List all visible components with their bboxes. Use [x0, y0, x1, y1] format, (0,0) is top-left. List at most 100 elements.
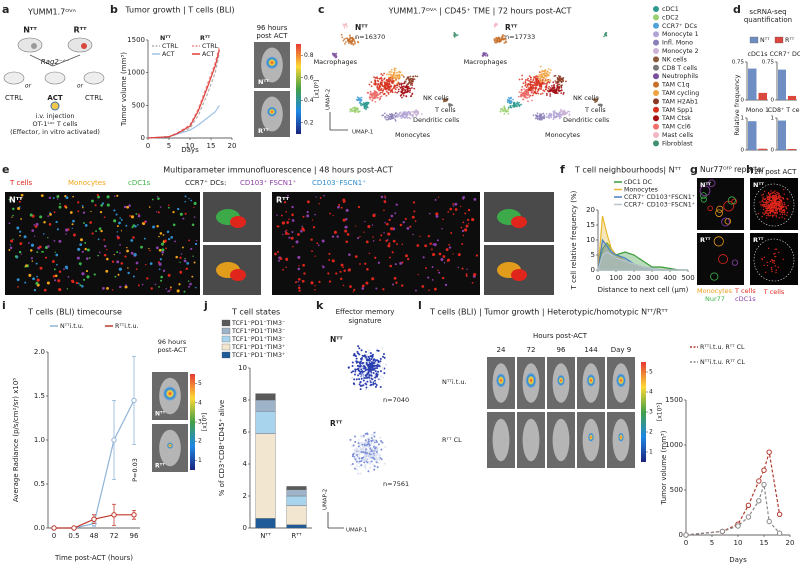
umap-dot	[387, 118, 390, 120]
cell-signal	[457, 266, 459, 269]
y-tick-label: 1000	[127, 69, 145, 77]
umap-dot	[535, 78, 538, 80]
cell-signal	[30, 257, 33, 260]
umap-dot	[389, 118, 392, 120]
umap-dot	[371, 380, 374, 383]
umap-dot	[553, 116, 555, 119]
umap-dot	[545, 85, 548, 88]
series-line	[597, 251, 688, 271]
umap-dot	[529, 85, 532, 88]
cell-signal	[771, 196, 774, 198]
x-tick-label: 10	[734, 539, 743, 547]
label: Day 9	[611, 346, 632, 354]
cell-signal	[766, 197, 768, 199]
umap-dot	[354, 451, 357, 454]
umap-dot	[369, 451, 372, 454]
umap-dot	[553, 86, 556, 89]
cell-signal	[388, 218, 391, 222]
cell-signal	[773, 214, 775, 216]
cell-signal	[35, 281, 39, 285]
umap-dot	[551, 85, 553, 87]
cell-signal	[156, 211, 158, 213]
cell-signal	[402, 221, 405, 224]
cell-signal	[780, 207, 782, 209]
umap-dot	[372, 96, 375, 99]
umap-dot	[448, 103, 450, 105]
cell-signal	[774, 198, 777, 200]
umap-dot	[520, 103, 523, 106]
cell-signal	[399, 261, 403, 265]
cell-signal	[757, 212, 760, 215]
cell-signal	[179, 261, 181, 264]
cell-signal	[277, 259, 280, 262]
umap-dot	[415, 114, 418, 117]
umap-dot	[595, 99, 598, 102]
cell-signal	[103, 253, 107, 257]
cell-signal	[317, 244, 320, 247]
legend-swatch	[221, 319, 231, 327]
cell-signal	[773, 260, 776, 262]
legend-label: Nᵀᵀi.t.u.	[60, 323, 84, 330]
umap-dot	[364, 350, 367, 353]
cell-signal	[183, 290, 186, 293]
umap-dot	[387, 91, 390, 94]
umap-dot	[382, 376, 385, 379]
cell-signal	[389, 264, 392, 268]
cell-signal	[88, 257, 91, 259]
legend-label: NK cells	[662, 56, 687, 63]
cell-signal	[143, 237, 146, 240]
umap-dot	[372, 383, 375, 386]
cell-render	[230, 216, 246, 228]
cell-signal	[91, 199, 94, 203]
umap-dot	[402, 82, 404, 85]
umap-dot	[373, 79, 376, 82]
y-tick-label: 4	[243, 460, 248, 468]
y-axis-label: Tumor volume (mm³)	[660, 430, 668, 505]
cell-signal	[291, 205, 294, 209]
umap-dot	[531, 83, 534, 86]
umap-dot	[558, 83, 561, 86]
cell-signal	[766, 205, 769, 207]
cell-signal	[126, 246, 128, 249]
cell-signal	[390, 214, 394, 218]
umap-dot	[359, 448, 362, 451]
umap-dot	[380, 73, 383, 75]
umap-dot	[372, 433, 375, 436]
umap-dot	[379, 370, 382, 373]
mouse-icon	[83, 71, 105, 85]
cell-signal	[164, 239, 167, 243]
umap-dot	[486, 54, 489, 57]
cell-signal	[771, 259, 773, 261]
umap-dot	[370, 460, 373, 463]
umap-dot	[532, 78, 535, 81]
umap-dot	[363, 354, 366, 357]
umap-dot	[545, 112, 548, 115]
umap-dot	[400, 84, 403, 86]
umap-dot	[396, 91, 399, 94]
cell-outline	[713, 236, 724, 247]
umap-dot	[373, 445, 376, 448]
cell-signal	[435, 214, 439, 218]
umap-dot	[385, 94, 388, 97]
data-point	[71, 525, 77, 531]
umap-dot	[494, 23, 497, 26]
cell-signal	[124, 285, 128, 289]
cell-signal	[194, 286, 197, 289]
umap-dot	[380, 79, 383, 82]
cell-signal	[328, 280, 332, 283]
cell-signal	[285, 257, 289, 261]
umap-dot	[367, 470, 370, 473]
bar-segment	[286, 489, 307, 497]
signal-image	[265, 56, 279, 70]
umap-dot	[333, 55, 336, 58]
umap-dot	[365, 104, 368, 107]
umap-dot	[417, 110, 419, 113]
umap-dot	[371, 439, 374, 442]
cell-signal	[319, 197, 322, 199]
x-tick-label: Rᵀᵀ	[291, 532, 302, 540]
bar	[758, 92, 767, 100]
label: Relative frequency	[733, 74, 741, 135]
data-point	[756, 478, 762, 484]
cell-signal	[120, 262, 124, 265]
cell-signal	[774, 252, 776, 255]
